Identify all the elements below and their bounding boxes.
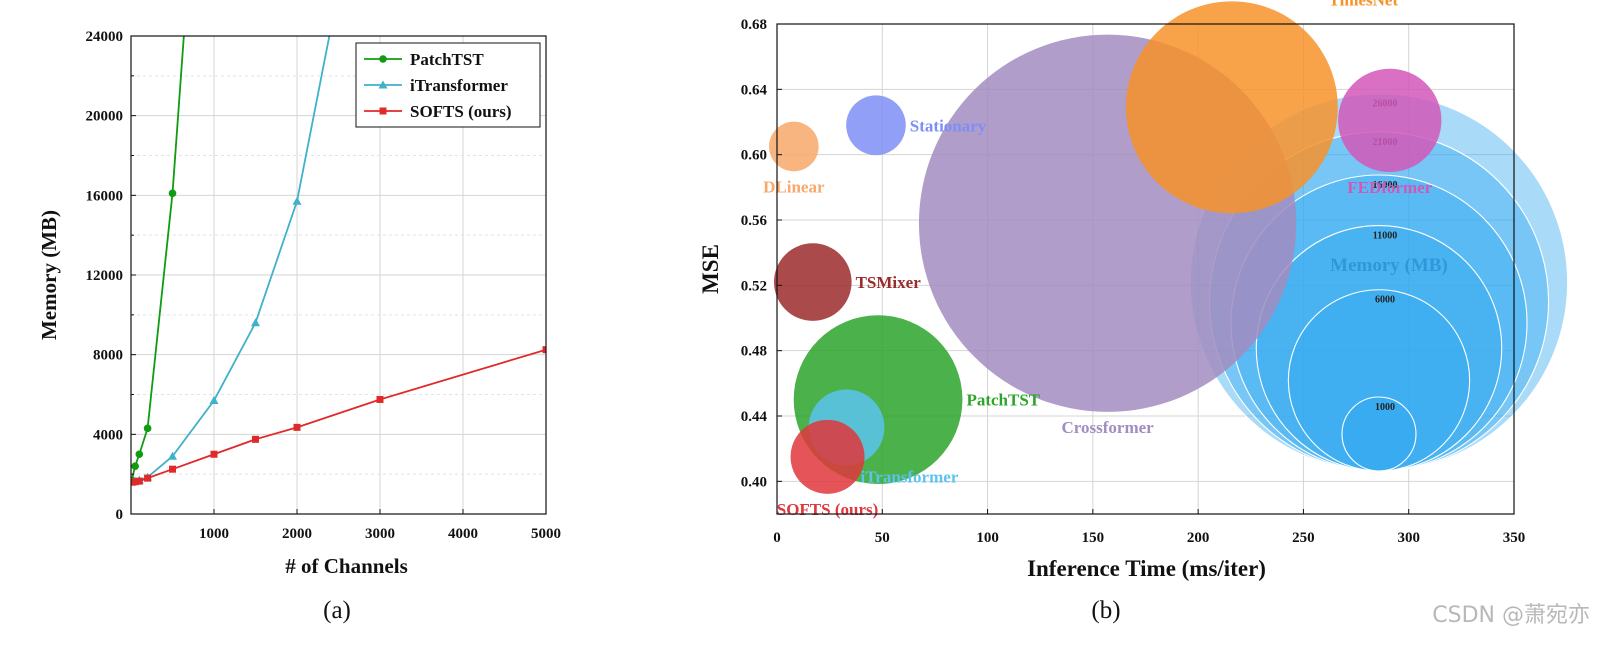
x-tick-label: 100 — [976, 530, 999, 546]
data-point — [131, 478, 139, 486]
data-point — [293, 423, 301, 431]
x-tick-label: 150 — [1082, 530, 1105, 546]
y-tick-label: 8000 — [93, 348, 123, 364]
series-softs-ours- — [131, 346, 546, 486]
bubble-fedformer — [1338, 68, 1442, 173]
data-point — [252, 435, 259, 443]
data-point — [376, 395, 384, 403]
x-tick-label: 1000 — [199, 526, 229, 542]
series-line — [131, 36, 331, 483]
bubble-label: TimesNet — [1329, 0, 1399, 9]
legend-item: PatchTST — [364, 50, 484, 69]
x-axis-title-a: # of Channels — [285, 554, 408, 578]
bubble-label: DLinear — [763, 177, 825, 196]
y-tick-label: 16000 — [86, 188, 124, 204]
panel-label-b: (b) — [1091, 597, 1120, 624]
x-axis-title-b: Inference Time (ms/iter) — [1027, 556, 1266, 581]
y-tick-label: 0.40 — [741, 474, 767, 490]
y-tick-label: 20000 — [86, 109, 124, 125]
bubble-label: PatchTST — [966, 391, 1040, 410]
data-point — [379, 55, 387, 63]
y-tick-label: 12000 — [86, 268, 124, 284]
x-tick-label: 3000 — [365, 526, 395, 542]
y-tick-label: 24000 — [86, 29, 124, 45]
x-tick-label: 4000 — [448, 526, 478, 542]
data-point — [210, 450, 218, 458]
data-point — [292, 196, 302, 205]
x-tick-label: 2000 — [282, 526, 312, 542]
data-point — [251, 318, 260, 327]
x-tick-label: 5000 — [531, 526, 561, 542]
y-tick-label: 0.64 — [741, 82, 768, 98]
y-tick-label: 4000 — [93, 427, 123, 443]
plot-frame-b — [776, 23, 1515, 515]
bubble-dlinear — [769, 121, 819, 172]
bubble-softs-ours- — [790, 419, 865, 494]
legend-label: iTransformer — [410, 76, 508, 95]
series-line — [131, 36, 185, 481]
memory-legend-value: 6000 — [1375, 295, 1395, 306]
legend-item: iTransformer — [364, 76, 508, 95]
panel-label-a: (a) — [323, 597, 351, 624]
memory-legend-value: 11000 — [1373, 231, 1397, 242]
bubble-timesnet — [1125, 1, 1338, 214]
bubble-tsmixer — [773, 243, 852, 321]
bubble-label: FEDformer — [1347, 178, 1432, 197]
data-point — [135, 450, 144, 459]
chart-mse-vs-inference-time: Memory (MB)2600021000160001100060001000 … — [698, 0, 1569, 624]
bubble-label: iTransformer — [860, 467, 958, 486]
data-point — [135, 477, 143, 485]
data-point — [378, 80, 388, 89]
bubble-stationary — [846, 95, 906, 156]
x-tick-label: 250 — [1292, 530, 1315, 546]
legend-label: SOFTS (ours) — [410, 102, 512, 121]
series-patchtst — [131, 36, 185, 484]
y-tick-label: 0.44 — [741, 409, 768, 425]
y-axis-title-a: Memory (MB) — [37, 210, 61, 340]
data-point — [144, 474, 152, 482]
y-tick-label: 0.68 — [741, 17, 767, 33]
series-line — [131, 348, 546, 484]
bubble-label: Stationary — [910, 116, 987, 135]
legend-a: PatchTST iTransformer SOFTS (ours) — [355, 42, 541, 128]
data-point — [169, 465, 176, 473]
memory-legend-title: Memory (MB) — [1330, 255, 1448, 276]
legend-item: SOFTS (ours) — [364, 102, 512, 121]
tick-labels-b: 0.40 0.44 0.48 0.52 0.56 0.60 0.64 0.68 0 50 100 15… — [741, 17, 1526, 546]
memory-legend-circle — [1341, 396, 1417, 472]
watermark: CSDN @萧宛亦 — [1432, 603, 1590, 628]
x-tick-label: 300 — [1397, 530, 1420, 546]
bubbles-b: Crossformer TimesNet PatchTST FEDformer TSMi… — [763, 0, 1442, 519]
bubble-label: Crossformer — [1061, 418, 1154, 437]
x-tick-label: 350 — [1503, 530, 1526, 546]
data-point — [542, 346, 546, 354]
y-tick-label: 0.52 — [741, 278, 767, 294]
x-tick-label: 200 — [1187, 530, 1210, 546]
bubble-label: SOFTS (ours) — [777, 500, 879, 519]
chart-memory-vs-channels: 0 4000 8000 12000 16000 20000 24000 1000 2000 300… — [37, 29, 562, 624]
y-axis-title-b: MSE — [698, 244, 723, 294]
memory-legend-value: 16000 — [1373, 180, 1398, 191]
data-point — [168, 189, 177, 198]
x-tick-label: 50 — [875, 530, 890, 546]
data-point — [168, 451, 177, 460]
bubble-label: TSMixer — [856, 273, 922, 292]
y-tick-label: 0 — [116, 507, 124, 523]
data-point — [379, 107, 387, 115]
data-point — [131, 462, 139, 471]
data-point — [143, 424, 152, 433]
legend-label: PatchTST — [410, 50, 484, 69]
data-point — [209, 395, 219, 404]
tick-labels-a: 0 4000 8000 12000 16000 20000 24000 1000 2000 300… — [86, 29, 562, 542]
x-tick-label: 0 — [773, 530, 781, 546]
y-tick-label: 0.48 — [741, 344, 767, 360]
y-tick-label: 0.56 — [741, 213, 768, 229]
memory-legend-value: 1000 — [1375, 402, 1395, 413]
series-lines-a — [131, 36, 546, 486]
y-tick-label: 0.60 — [741, 148, 767, 164]
